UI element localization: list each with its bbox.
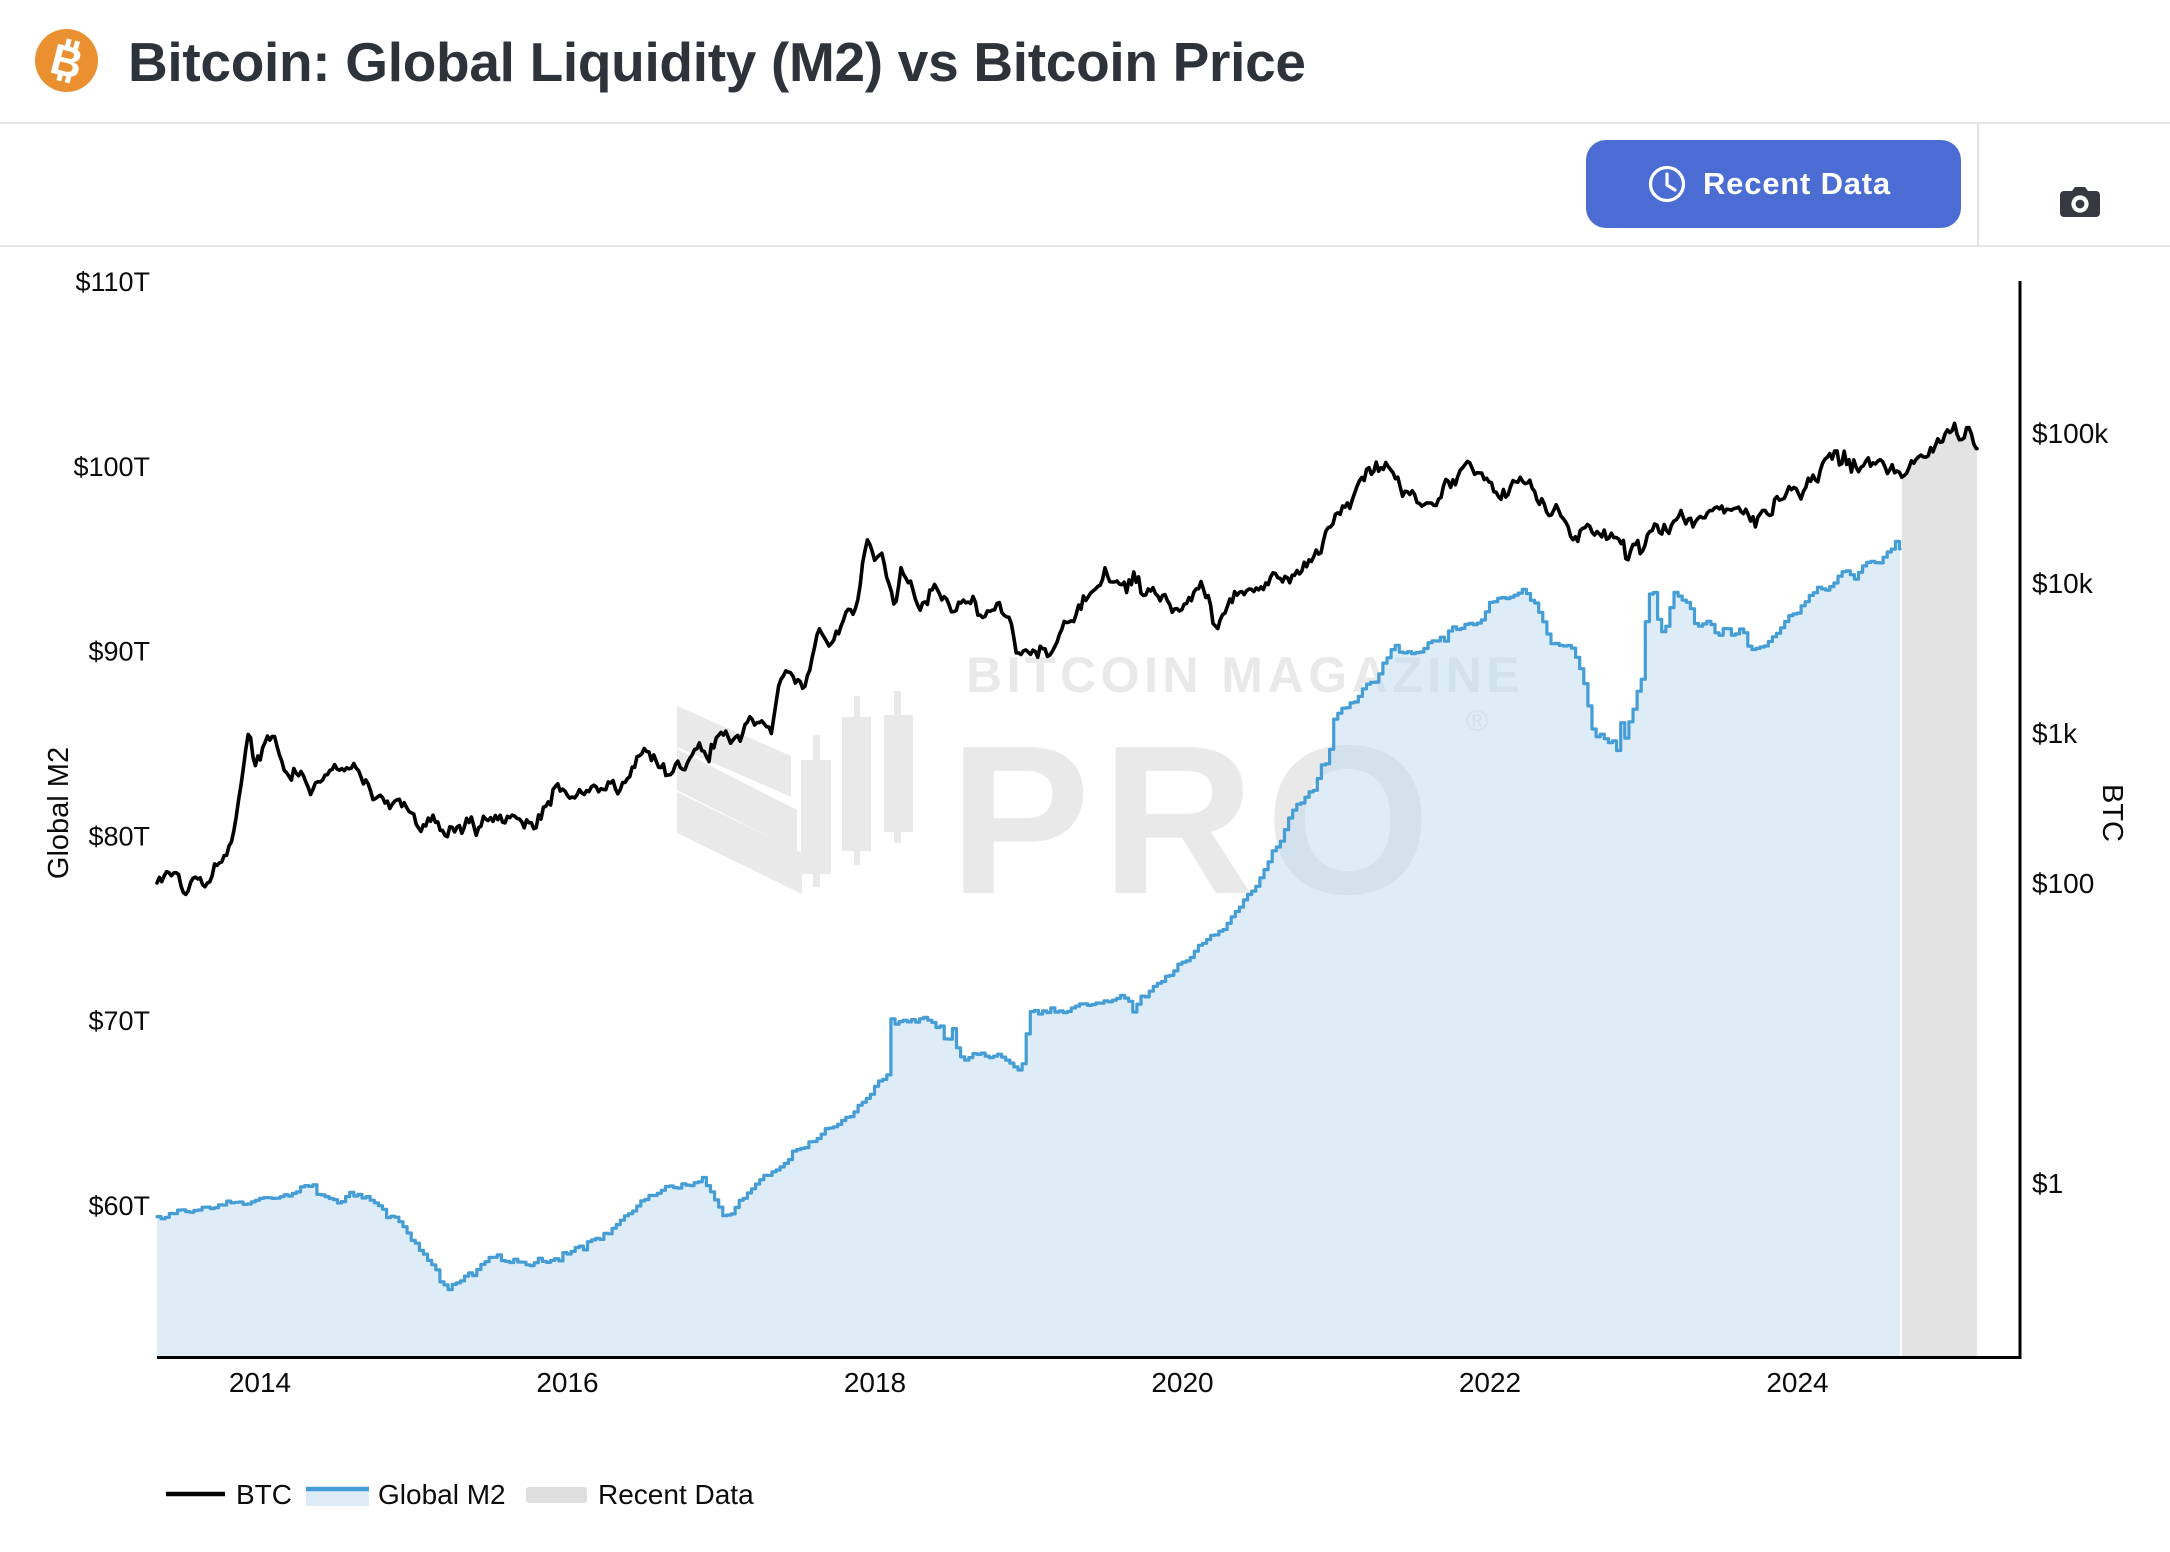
svg-text:BTC: BTC bbox=[236, 1479, 292, 1510]
svg-text:2018: 2018 bbox=[844, 1367, 906, 1398]
svg-text:$1: $1 bbox=[2032, 1168, 2063, 1199]
svg-text:Recent Data: Recent Data bbox=[598, 1479, 754, 1510]
svg-text:Global M2: Global M2 bbox=[43, 747, 75, 879]
svg-text:$60T: $60T bbox=[88, 1191, 150, 1221]
svg-text:2022: 2022 bbox=[1459, 1367, 1521, 1398]
svg-text:$90T: $90T bbox=[88, 637, 150, 667]
svg-text:$110T: $110T bbox=[75, 267, 150, 297]
svg-text:2014: 2014 bbox=[229, 1367, 291, 1398]
svg-text:BTC: BTC bbox=[2096, 784, 2128, 842]
svg-text:$80T: $80T bbox=[88, 821, 150, 851]
svg-text:2024: 2024 bbox=[1766, 1367, 1828, 1398]
svg-text:2016: 2016 bbox=[536, 1367, 598, 1398]
svg-text:$100: $100 bbox=[2032, 868, 2094, 899]
svg-text:$10k: $10k bbox=[2032, 568, 2094, 599]
svg-text:$100T: $100T bbox=[73, 452, 150, 482]
svg-text:$70T: $70T bbox=[88, 1006, 150, 1036]
svg-text:$1k: $1k bbox=[2032, 718, 2078, 749]
svg-text:$100k: $100k bbox=[2032, 418, 2109, 449]
svg-text:2020: 2020 bbox=[1151, 1367, 1213, 1398]
svg-text:Global M2: Global M2 bbox=[378, 1479, 506, 1510]
